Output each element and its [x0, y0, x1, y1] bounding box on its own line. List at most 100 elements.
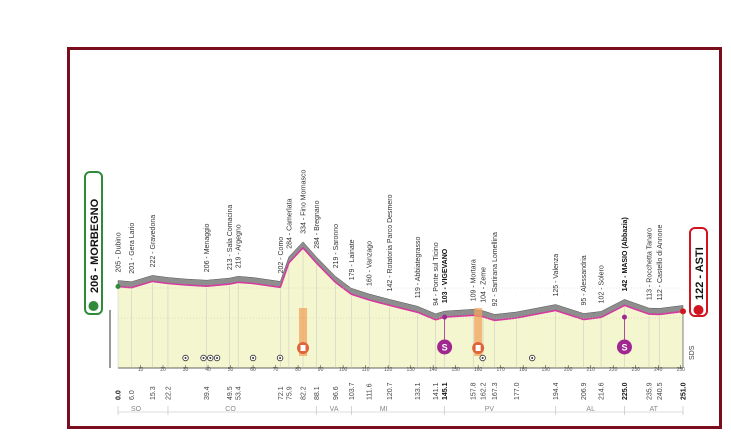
place-label: 284 - Camerlata	[286, 199, 293, 249]
km-label: 6.0	[129, 390, 136, 400]
place-label: 334 - Fino Mornasco	[301, 169, 308, 233]
km-label: 162.2	[481, 382, 488, 400]
place-label: 109 - Mortara	[471, 259, 478, 301]
place-label: 94 - Ponte sul Ticino	[433, 242, 440, 306]
km-label: 103.7	[349, 382, 356, 400]
roundabout-icon-center	[279, 357, 282, 359]
km-tick-label: 250	[677, 367, 686, 373]
region-label: CO	[225, 406, 236, 413]
sprint-dot-icon	[442, 314, 448, 320]
km-tick-label: 120	[384, 367, 393, 373]
km-tick-label: 230	[632, 367, 641, 373]
km-label: 75.9	[286, 386, 293, 400]
place-label: 284 - Bregnano	[314, 200, 321, 248]
km-tick-label: 80	[295, 367, 301, 373]
km-tick-label: 130	[406, 367, 415, 373]
place-label: 103 - VIGEVANO	[442, 248, 449, 303]
km-ticks: 10 20 30 40 50 60 70 80 90 100 110 120 130 140 150 160 1…	[138, 365, 685, 373]
km-label: 133.1	[415, 382, 422, 400]
km-label: 22.2	[166, 386, 173, 400]
sds-logo: SDS	[689, 345, 696, 360]
place-label: 92 - Sartirana Lomellina	[492, 232, 499, 306]
km-tick-label: 40	[205, 367, 211, 373]
place-label: 222 - Gravedona	[150, 215, 157, 268]
sprint-dot-icon	[621, 314, 627, 320]
place-label: 112 - Castello di Annone	[657, 225, 664, 301]
finish-label: 122 - ASTI	[694, 247, 706, 300]
place-label: 213 - Sala Comacina	[227, 205, 234, 270]
km-label: 225.0	[622, 382, 629, 400]
place-label: 142 - MASIO (Abbazia)	[622, 217, 629, 291]
km-tick-label: 150	[451, 367, 460, 373]
sprint-icon	[437, 339, 453, 355]
km-label: 141.1	[433, 382, 440, 400]
profile-fill	[118, 247, 683, 368]
start-badge: 206 - MORBEGNO	[84, 171, 103, 315]
km-label: 251.0	[681, 382, 688, 400]
start-dot-icon	[115, 284, 121, 289]
km-labels: 0.0 6.0 15.3 22.2 39.4 49.5 53.4 72.1 75.9 82.2 88…	[116, 382, 688, 400]
km-label: 15.3	[150, 386, 157, 400]
sprint-icon-label: S	[442, 343, 448, 353]
finish-flag-icon	[693, 305, 704, 315]
km-label: 194.4	[553, 382, 560, 400]
start-label: 206 - MORBEGNO	[89, 198, 101, 293]
km-label: 96.6	[333, 386, 340, 400]
km-tick-label: 180	[519, 367, 528, 373]
km-tick-label: 30	[183, 367, 189, 373]
feed-zone-1	[299, 308, 308, 356]
km-tick-label: 170	[496, 367, 505, 373]
km-label: 82.2	[301, 386, 308, 400]
km-label: 157.8	[471, 382, 478, 400]
km-label: 39.4	[204, 386, 211, 400]
place-label: 142 - Rotatoria Parco Desmero	[387, 194, 394, 291]
km-label: 88.1	[314, 386, 321, 400]
km-tick-label: 210	[587, 367, 596, 373]
km-tick-label: 200	[564, 367, 573, 373]
km-label: 111.6	[367, 383, 374, 400]
km-tick-label: 90	[318, 367, 324, 373]
place-label: 205 - Dubino	[116, 232, 123, 272]
roundabout-icon-center	[184, 357, 187, 359]
place-label: 219 - Saronno	[333, 224, 340, 268]
place-label: 219 - Argegno	[236, 224, 243, 268]
railway-icon-center	[531, 357, 534, 359]
km-tick-label: 140	[429, 367, 438, 373]
km-label: 145.1	[442, 382, 449, 400]
km-tick-label: 10	[138, 367, 144, 373]
km-tick-label: 70	[273, 367, 279, 373]
place-label: 206 - Menaggio	[204, 223, 211, 272]
km-label: 72.1	[278, 386, 285, 400]
region-label: SO	[131, 406, 142, 413]
km-label: 167.3	[492, 382, 499, 400]
finish-badge: 122 - ASTI	[689, 227, 708, 317]
region-label: PV	[485, 406, 495, 413]
start-flag-icon	[88, 301, 99, 311]
km-tick-label: 60	[250, 367, 256, 373]
km-tick-label: 50	[228, 367, 234, 373]
region-label: AL	[586, 406, 595, 413]
km-label: 120.7	[387, 382, 394, 400]
region-label: VA	[330, 406, 339, 413]
tunnel-icon-center	[202, 357, 205, 359]
km-tick-label: 160	[474, 367, 483, 373]
km-label: 177.0	[514, 382, 521, 400]
railway-icon-center	[481, 357, 484, 359]
tunnel-icon-center	[216, 357, 219, 359]
sprint-icon-label: S	[621, 343, 627, 353]
place-label: 179 - Lainate	[349, 239, 356, 280]
place-label: 125 - Valenza	[553, 254, 560, 297]
finish-dot-icon	[680, 308, 686, 315]
km-tick-label: 220	[609, 367, 618, 373]
feed-zone-2	[474, 308, 483, 356]
km-tick-label: 190	[542, 367, 551, 373]
tunnel-icon-center	[209, 357, 212, 359]
region-label: MI	[380, 406, 388, 413]
place-label: 160 - Vanzago	[367, 241, 374, 286]
place-label: 102 - Solero	[599, 265, 606, 303]
km-label: 0.0	[116, 390, 123, 400]
km-label: 53.4	[236, 386, 243, 400]
km-tick-label: 100	[339, 367, 348, 373]
place-label: 119 - Abbiategrasso	[415, 236, 422, 298]
